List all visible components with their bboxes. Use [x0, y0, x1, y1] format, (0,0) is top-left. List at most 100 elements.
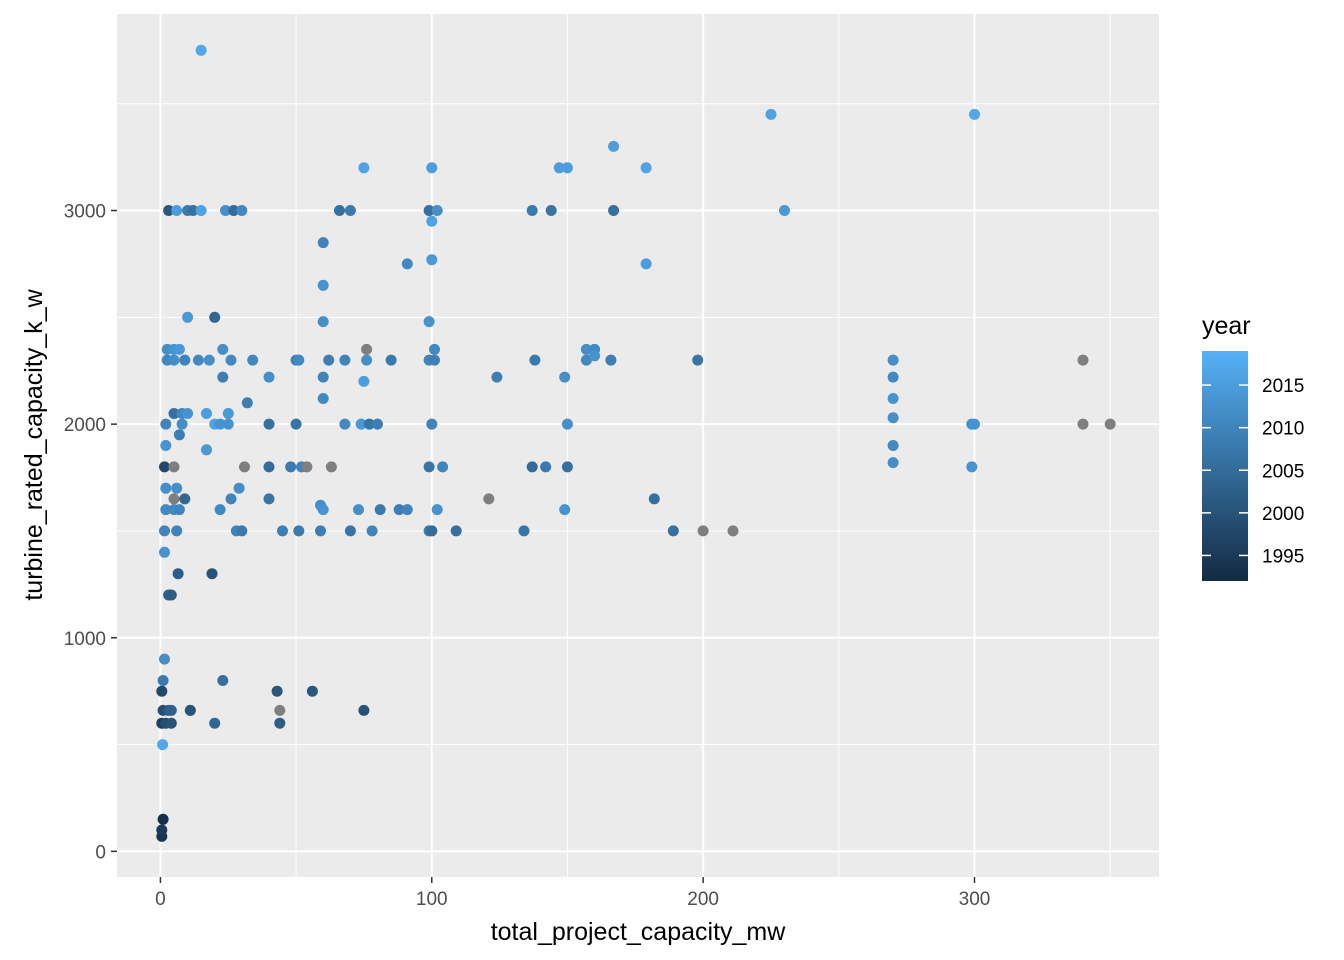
x-tick-label: 0 [155, 889, 166, 910]
data-point [692, 354, 704, 366]
data-point [274, 704, 286, 716]
data-point [163, 205, 175, 216]
data-point [1077, 354, 1089, 366]
legend-label: 2010 [1262, 419, 1304, 440]
data-point [529, 354, 541, 366]
data-point [217, 343, 229, 355]
data-point [540, 461, 552, 473]
data-point [173, 343, 185, 355]
data-point [168, 408, 180, 419]
data-point [608, 140, 620, 152]
data-point [559, 504, 571, 516]
data-point [157, 739, 169, 751]
data-point [363, 418, 375, 430]
data-point [559, 371, 571, 383]
data-point [344, 205, 356, 216]
data-point [182, 408, 194, 419]
data-point [168, 461, 180, 473]
data-point [385, 354, 397, 366]
data-point [366, 525, 378, 537]
data-point [225, 354, 237, 366]
data-point [168, 493, 180, 505]
data-point [374, 504, 386, 516]
y-tick-label: 1000 [64, 629, 106, 650]
data-point [277, 525, 288, 537]
data-point [263, 418, 275, 430]
data-point [491, 371, 503, 383]
data-point [887, 371, 899, 383]
data-point [173, 429, 185, 441]
data-point [969, 108, 980, 120]
data-point [648, 493, 660, 505]
colorbar [1202, 351, 1248, 581]
data-point [372, 418, 383, 430]
data-point [160, 504, 172, 516]
data-points [156, 44, 1116, 842]
data-point [358, 704, 370, 716]
plot-panel [117, 14, 1159, 877]
data-point [160, 418, 172, 430]
data-point [355, 418, 367, 430]
data-point [263, 493, 275, 505]
data-point [165, 589, 177, 601]
data-point [228, 205, 240, 216]
data-point [317, 279, 329, 291]
data-point [217, 675, 229, 686]
data-point [969, 418, 980, 430]
data-point [168, 354, 180, 366]
data-point [887, 393, 899, 404]
data-point [160, 440, 172, 451]
data-point [608, 205, 620, 216]
data-point [271, 685, 283, 697]
data-point [580, 354, 592, 366]
y-tick-label: 0 [95, 842, 106, 863]
data-point [217, 371, 229, 383]
data-point [317, 504, 329, 516]
data-point [429, 343, 440, 355]
data-point [779, 205, 790, 216]
data-point [263, 461, 275, 473]
data-point [605, 354, 617, 366]
data-point [209, 311, 221, 323]
data-point [203, 354, 215, 366]
data-point [317, 316, 329, 328]
data-point [317, 393, 329, 404]
data-point [233, 482, 245, 494]
data-point [393, 504, 405, 516]
data-point [526, 205, 538, 216]
data-point [165, 704, 177, 716]
x-axis-title: total_project_capacity_mw [491, 918, 787, 946]
data-point [220, 205, 231, 216]
data-point [887, 457, 899, 469]
data-point [727, 525, 739, 537]
data-point [263, 371, 275, 383]
data-point [293, 525, 305, 537]
data-point [157, 813, 169, 825]
data-point [156, 824, 168, 836]
data-point [358, 162, 370, 174]
data-point [483, 493, 495, 505]
y-axis-title: turbine_rated_capacity_k_w [20, 288, 48, 600]
data-point [339, 354, 351, 366]
data-point [159, 525, 170, 537]
data-point [247, 354, 259, 366]
data-point [236, 205, 248, 216]
data-point [179, 493, 191, 505]
data-point [206, 568, 218, 580]
data-point [195, 44, 207, 56]
data-point [301, 461, 313, 473]
data-point [225, 493, 237, 505]
legend-label: 2005 [1262, 461, 1304, 482]
data-point [209, 717, 221, 729]
data-point [171, 525, 183, 537]
data-point [401, 258, 413, 270]
data-point [214, 418, 226, 430]
data-point [697, 525, 709, 537]
x-tick-label: 100 [416, 889, 448, 910]
data-point [526, 461, 538, 473]
data-point [339, 418, 351, 430]
data-point [353, 504, 364, 516]
data-point [192, 354, 204, 366]
legend-label: 1995 [1262, 546, 1304, 567]
